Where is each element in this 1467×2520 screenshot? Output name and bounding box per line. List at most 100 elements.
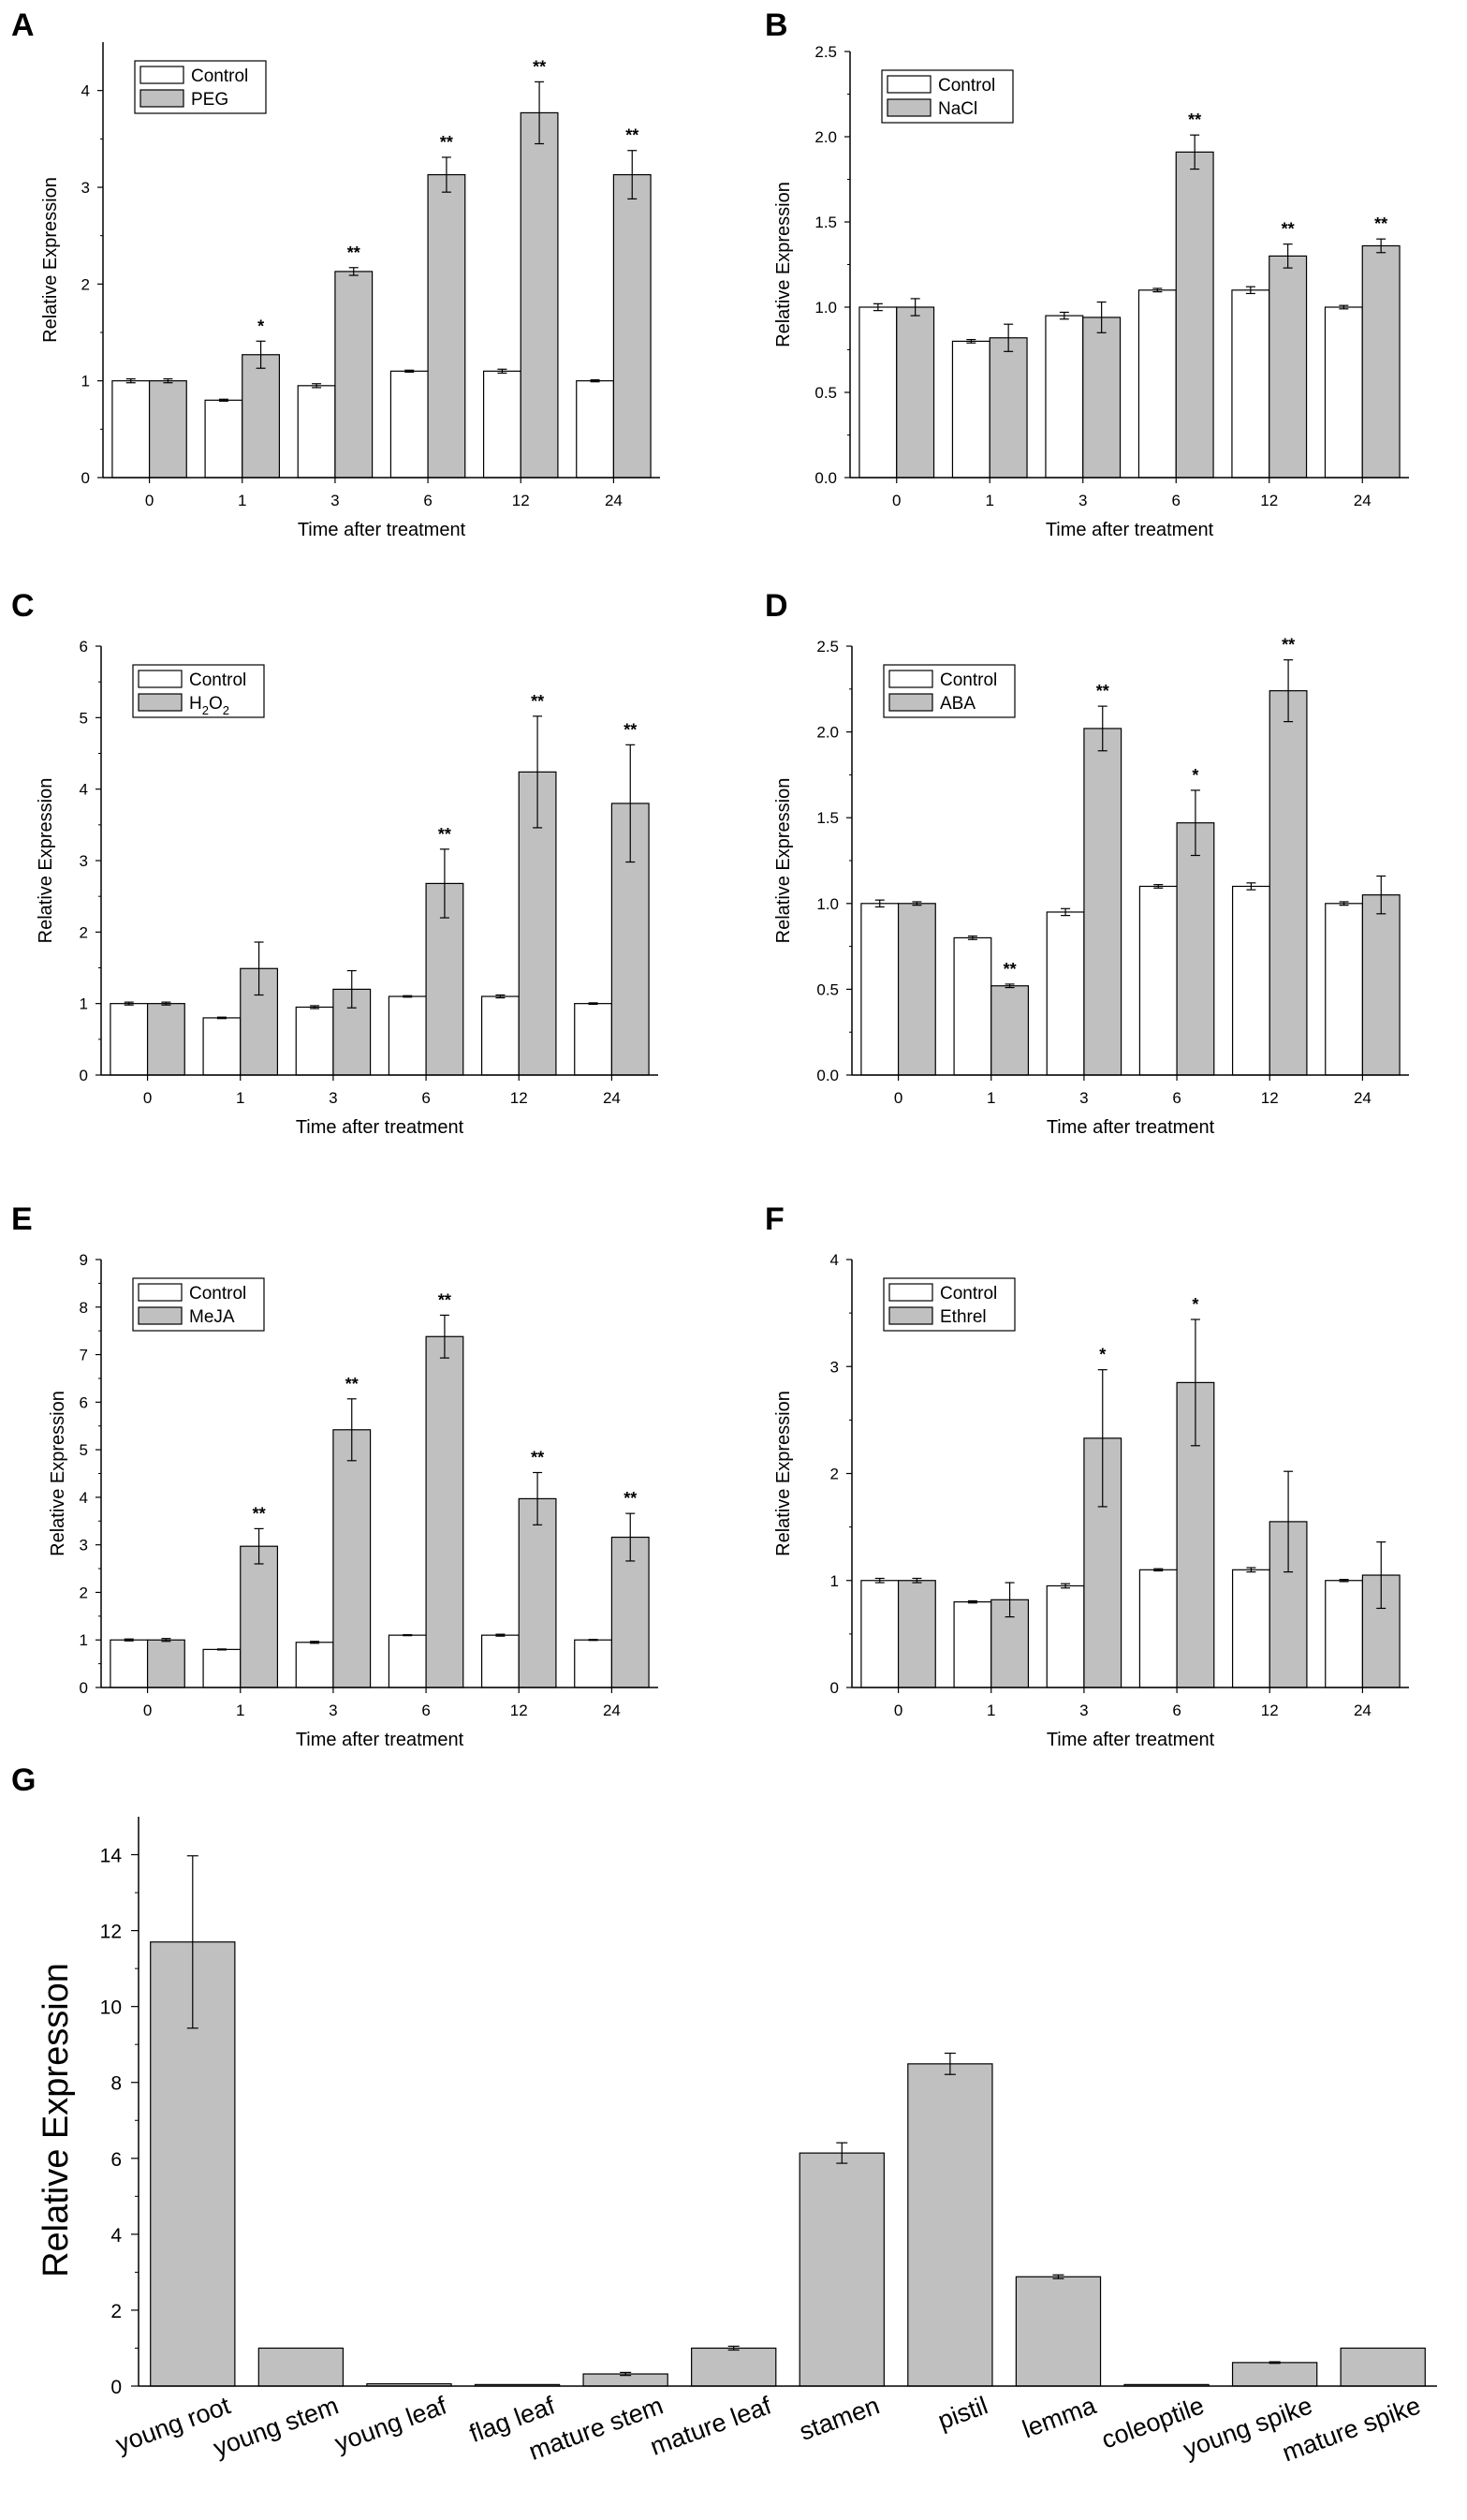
y-tick-label-g-4: 8	[110, 2073, 122, 2095]
bar-e-control-0	[110, 1639, 149, 1688]
y-tick-label-e-0: 0	[80, 1679, 88, 1697]
x-tick-label-c-0: 0	[143, 1089, 152, 1107]
y-tick-label-f-4: 4	[830, 1251, 839, 1269]
bar-f-control-5	[1325, 1580, 1364, 1688]
y-tick-label-b-1: 0.5	[814, 384, 837, 402]
bar-c-control-5	[574, 1003, 613, 1076]
legend-swatch-control-c	[138, 670, 183, 688]
sig-label-e-4: **	[531, 1448, 544, 1466]
y-tick-label-f-1: 1	[830, 1572, 839, 1590]
sig-label-b-4: **	[1282, 220, 1295, 239]
bar-a-control-4	[482, 370, 521, 479]
x-tick-label-d-5: 24	[1354, 1089, 1372, 1107]
bar-d-treatment-3	[1176, 822, 1215, 1076]
y-tick-label-b-5: 2.5	[814, 43, 837, 61]
legend-label-control-b: Control	[938, 76, 995, 96]
sig-label-b-3: **	[1188, 111, 1201, 129]
y-tick-label-e-9: 9	[80, 1251, 88, 1269]
y-tick-label-g-5: 10	[100, 1997, 122, 2019]
bar-d-control-5	[1325, 903, 1364, 1076]
bar-e-control-3	[388, 1634, 427, 1688]
bar-d-control-4	[1231, 885, 1270, 1076]
bar-b-treatment-5	[1361, 244, 1401, 479]
y-tick-label-c-5: 5	[80, 709, 88, 727]
y-tick-label-a-0: 0	[81, 469, 90, 487]
legend-swatch-treatment-a	[139, 89, 184, 108]
sig-label-d-3: *	[1192, 766, 1198, 785]
legend-label-treatment-a: PEG	[191, 90, 228, 110]
sig-label-f-3: *	[1192, 1295, 1198, 1314]
bar-d-control-3	[1138, 885, 1178, 1076]
bar-g-1	[257, 2347, 345, 2387]
bar-f-control-2	[1046, 1584, 1085, 1688]
legend-label-treatment-c: H2O2	[189, 694, 229, 717]
x-tick-label-f-0: 0	[894, 1702, 902, 1719]
legend-swatch-control-e	[138, 1283, 183, 1302]
legend-label-control-c: Control	[189, 671, 246, 690]
x-tick-label-b-3: 6	[1172, 492, 1181, 509]
y-axis-title-b: Relative Expression	[773, 182, 794, 347]
y-tick-label-b-3: 1.5	[814, 214, 837, 231]
x-tick-label-a-3: 6	[423, 492, 432, 509]
x-tick-label-g-2: young leaf	[331, 2391, 451, 2457]
bar-d-treatment-0	[897, 903, 936, 1076]
y-tick-label-g-2: 4	[110, 2225, 122, 2247]
x-tick-label-d-4: 12	[1261, 1089, 1279, 1107]
x-axis-title-e: Time after treatment	[296, 1730, 464, 1750]
x-tick-label-e-3: 6	[421, 1702, 430, 1719]
y-tick-label-f-3: 3	[830, 1358, 839, 1376]
bar-e-control-1	[202, 1648, 242, 1688]
bar-c-control-4	[480, 995, 520, 1076]
legend-label-part-c-2: O	[209, 694, 223, 714]
sig-label-f-2: *	[1099, 1346, 1106, 1364]
sig-label-e-3: **	[438, 1290, 451, 1309]
legend-label-part-c-0: H	[189, 694, 202, 714]
legend-label-treatment-f: Ethrel	[940, 1307, 987, 1327]
legend-label-part-c-3: 2	[223, 703, 229, 717]
bar-d-control-1	[953, 936, 992, 1076]
bar-d-treatment-2	[1083, 728, 1122, 1076]
y-axis-title-d: Relative Expression	[773, 778, 794, 944]
bar-e-treatment-5	[610, 1536, 650, 1688]
bar-a-treatment-4	[520, 111, 559, 479]
y-tick-label-d-0: 0.0	[816, 1067, 839, 1084]
legend-swatch-control-b	[887, 75, 932, 94]
bar-a-treatment-0	[148, 380, 187, 479]
x-tick-label-b-1: 1	[986, 492, 994, 509]
y-tick-label-b-0: 0.0	[814, 469, 837, 487]
x-tick-label-e-1: 1	[236, 1702, 244, 1719]
sig-label-a-5: **	[625, 126, 638, 145]
bar-d-treatment-5	[1361, 894, 1401, 1076]
y-tick-label-e-2: 2	[80, 1584, 88, 1601]
bar-b-control-1	[951, 340, 990, 479]
bar-a-control-2	[297, 385, 336, 479]
bar-b-treatment-0	[896, 306, 935, 479]
sig-label-a-1: *	[257, 317, 264, 335]
bar-e-treatment-0	[146, 1639, 185, 1688]
legend-swatch-treatment-e	[138, 1306, 183, 1325]
y-tick-label-g-6: 12	[100, 1922, 122, 1943]
x-tick-label-b-0: 0	[892, 492, 901, 509]
bar-g-5	[691, 2347, 777, 2387]
x-tick-label-c-1: 1	[236, 1089, 244, 1107]
x-tick-label-g-6: stamen	[796, 2391, 883, 2445]
bar-f-control-1	[953, 1600, 992, 1688]
x-tick-label-c-4: 12	[510, 1089, 528, 1107]
legend-label-control-d: Control	[940, 671, 997, 690]
bar-b-control-0	[858, 306, 898, 479]
sig-label-a-2: **	[347, 243, 360, 262]
bar-e-treatment-2	[332, 1429, 372, 1688]
sig-label-d-4: **	[1282, 636, 1295, 655]
bar-c-control-2	[295, 1006, 334, 1076]
sig-label-d-2: **	[1096, 682, 1109, 700]
bar-f-control-4	[1231, 1569, 1270, 1688]
bar-a-control-1	[204, 399, 243, 479]
x-tick-label-g-1: young stem	[210, 2391, 342, 2462]
bar-b-treatment-4	[1269, 255, 1308, 479]
legend-swatch-control-a	[139, 66, 184, 84]
